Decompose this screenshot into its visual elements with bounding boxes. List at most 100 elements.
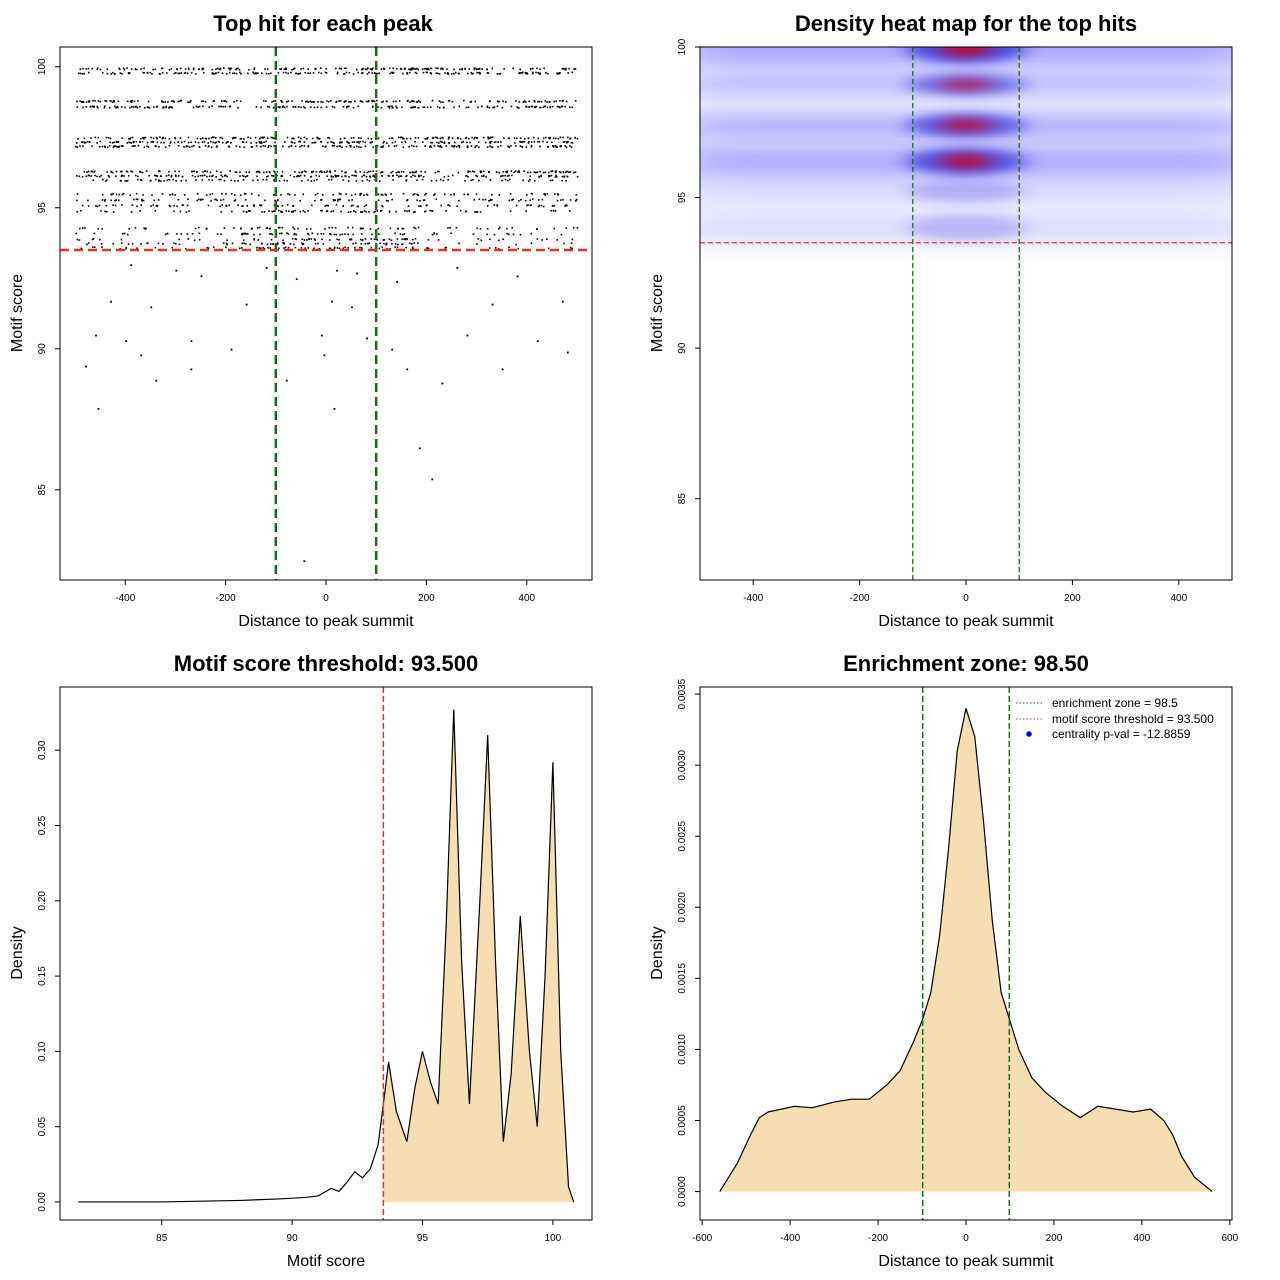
data-point — [168, 137, 171, 140]
data-point — [491, 303, 494, 306]
data-point — [334, 174, 336, 177]
data-point — [259, 233, 261, 236]
data-point — [121, 193, 124, 196]
data-point — [413, 211, 415, 214]
data-point — [474, 67, 477, 70]
data-point — [312, 101, 314, 103]
data-point — [98, 238, 101, 241]
data-point — [280, 211, 283, 213]
data-point — [525, 106, 528, 108]
data-point — [362, 67, 364, 70]
data-point — [340, 68, 343, 70]
data-point — [265, 100, 267, 102]
data-point — [253, 68, 256, 70]
data-point — [400, 170, 403, 173]
data-point — [333, 142, 335, 144]
data-point — [406, 71, 409, 74]
data-point — [392, 179, 394, 181]
scatter-panel: Top hit for each peak Distance to peak s… — [9, 11, 593, 630]
data-point — [332, 141, 334, 144]
data-point — [445, 246, 448, 249]
data-point — [268, 170, 271, 173]
data-point — [571, 106, 574, 109]
data-point — [226, 239, 229, 242]
data-point — [413, 193, 416, 195]
data-point — [447, 227, 449, 229]
data-point — [163, 180, 165, 182]
data-point — [562, 99, 564, 102]
data-point — [359, 100, 362, 102]
data-point — [470, 100, 473, 103]
data-point — [143, 146, 146, 148]
data-point — [244, 232, 247, 235]
data-point — [411, 67, 413, 70]
data-point — [295, 72, 297, 75]
data-point — [491, 67, 494, 70]
x-tick-label: 400 — [1170, 593, 1187, 604]
data-point — [549, 179, 552, 182]
data-point — [349, 101, 351, 103]
data-point — [333, 247, 336, 250]
data-point — [443, 193, 446, 196]
data-point — [226, 242, 228, 245]
data-point — [349, 238, 351, 241]
data-point — [385, 243, 387, 246]
data-point — [476, 175, 479, 178]
data-point — [190, 141, 192, 144]
data-point — [426, 204, 428, 206]
data-point — [557, 73, 560, 75]
data-point — [106, 171, 108, 173]
data-point — [434, 171, 437, 174]
data-point — [83, 171, 86, 173]
data-point — [170, 174, 173, 177]
data-point — [239, 171, 241, 174]
data-point — [429, 141, 432, 144]
data-point — [465, 210, 467, 213]
data-point — [397, 171, 399, 173]
data-point — [513, 171, 515, 174]
data-point — [112, 242, 115, 245]
data-point — [309, 100, 312, 103]
data-point — [285, 379, 288, 382]
data-point — [412, 145, 415, 148]
data-point — [542, 205, 545, 208]
data-point — [467, 193, 470, 196]
data-point — [403, 137, 405, 140]
data-point — [371, 105, 374, 108]
data-point — [127, 175, 130, 177]
data-point — [385, 242, 388, 245]
data-point — [337, 198, 339, 201]
data-point — [254, 136, 257, 139]
data-point — [392, 67, 395, 69]
data-point — [150, 141, 153, 143]
data-point — [488, 171, 490, 174]
data-point — [257, 194, 260, 197]
data-point — [121, 72, 123, 75]
data-point — [353, 141, 356, 143]
data-point — [524, 199, 527, 202]
data-point — [506, 232, 508, 235]
data-point — [207, 247, 210, 250]
panel-1-title: Top hit for each peak — [213, 11, 433, 36]
data-point — [192, 68, 195, 71]
data-point — [432, 137, 435, 140]
data-point — [548, 171, 550, 174]
data-point — [396, 238, 399, 240]
data-point — [173, 242, 175, 244]
data-point — [401, 141, 403, 144]
data-point — [190, 170, 193, 173]
data-point — [219, 67, 222, 70]
data-point — [395, 144, 398, 147]
data-point — [267, 175, 269, 177]
data-point — [292, 204, 294, 207]
data-point — [571, 142, 574, 144]
data-point — [336, 71, 339, 74]
data-point — [143, 136, 146, 139]
data-point — [444, 247, 446, 249]
data-point — [505, 171, 507, 173]
data-point — [99, 68, 102, 71]
data-point — [493, 106, 496, 108]
data-point — [105, 100, 108, 102]
data-point — [115, 193, 118, 196]
data-point — [550, 209, 552, 212]
